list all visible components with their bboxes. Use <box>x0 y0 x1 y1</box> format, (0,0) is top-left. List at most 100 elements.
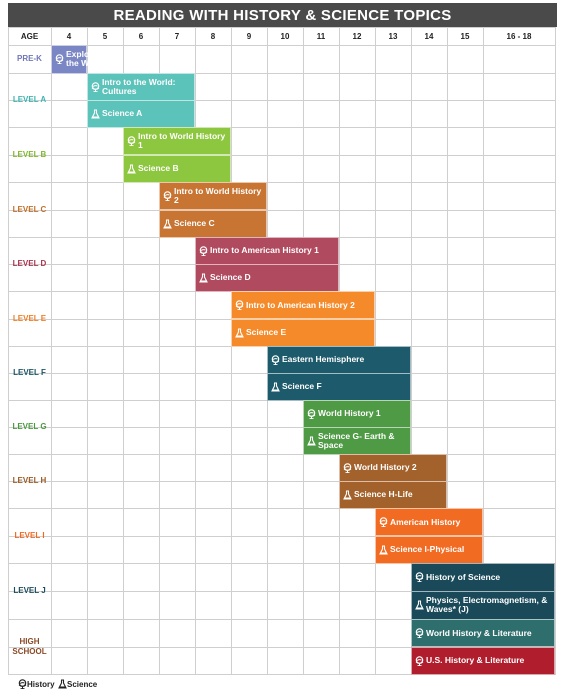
course-label: Eastern Hemisphere <box>282 354 365 365</box>
course-label: Exploring the World <box>66 49 106 69</box>
history-icon <box>55 54 64 65</box>
grid-line <box>483 27 484 674</box>
legend-label: Science <box>67 679 98 689</box>
level-label: HIGH SCHOOL <box>12 636 47 656</box>
course-block: Science G- Earth & Space <box>303 427 411 455</box>
grid-line <box>8 563 556 564</box>
history-icon <box>18 679 27 689</box>
course-block: World History & Literature <box>411 619 555 647</box>
course-block: Intro to American History 2 <box>231 291 375 319</box>
course-label: World History & Literature <box>426 627 532 638</box>
science-icon <box>343 490 352 500</box>
level-label: LEVEL I <box>14 530 45 540</box>
course-block: Intro to the World: Cultures <box>87 73 195 101</box>
course-label: Physics, Electromagnetism, & Waves* (J) <box>426 595 548 615</box>
grid-line <box>8 454 556 455</box>
level-label: PRE-K <box>17 54 42 63</box>
history-icon <box>91 81 100 92</box>
history-icon <box>271 354 280 365</box>
age-header-cell: 16 - 18 <box>506 31 532 41</box>
age-header-cell: 11 <box>316 31 326 41</box>
age-header-cell: 13 <box>388 31 398 41</box>
science-icon <box>163 218 172 229</box>
science-icon <box>307 436 316 446</box>
course-label: American History <box>390 516 461 527</box>
age-header-cell: 14 <box>424 31 434 41</box>
title: READING WITH HISTORY & SCIENCE TOPICS <box>8 3 557 27</box>
level-label: LEVEL G <box>12 422 47 431</box>
science-icon <box>379 544 388 555</box>
history-icon <box>199 245 208 256</box>
level-label: LEVEL E <box>12 313 47 323</box>
grid-line <box>8 536 556 537</box>
course-label: Intro to the World: Cultures <box>102 76 176 96</box>
level-label: LEVEL A <box>12 95 47 104</box>
age-header-cell: 12 <box>352 31 362 41</box>
grid-line <box>51 27 52 674</box>
level-label: LEVEL D <box>12 259 47 268</box>
age-header: AGE <box>20 31 39 41</box>
course-label: Science C <box>174 218 215 228</box>
grid-line <box>8 182 556 183</box>
grid-line <box>411 27 412 674</box>
course-block: Physics, Electromagnetism, & Waves* (J) <box>411 591 555 620</box>
course-block: Science H-Life <box>339 481 447 509</box>
course-label: U.S. History & Literature <box>426 655 525 665</box>
legend-label: History <box>27 679 55 689</box>
course-label: Science H-Life <box>354 489 413 500</box>
science-icon <box>235 327 244 338</box>
course-label: Intro to American History 2 <box>246 299 355 310</box>
course-label: Science E <box>246 327 287 337</box>
grid-line <box>123 27 124 674</box>
grid-line <box>8 73 556 74</box>
course-block: Science E <box>231 318 375 347</box>
age-header-cell: 9 <box>246 31 252 41</box>
level-label: LEVEL F <box>13 368 46 377</box>
level-label: LEVEL C <box>12 204 47 214</box>
legend-item: Science <box>58 678 97 690</box>
course-block: Science B <box>123 154 231 183</box>
course-label: Science G- Earth & Space <box>318 430 395 450</box>
grid-line <box>231 27 232 674</box>
history-icon <box>343 462 352 473</box>
science-icon <box>58 679 67 689</box>
age-header-cell: 5 <box>102 31 108 41</box>
course-block: U.S. History & Literature <box>411 646 555 675</box>
course-block: World History 2 <box>339 454 447 482</box>
grid-line <box>195 27 196 674</box>
history-icon <box>415 655 424 666</box>
course-block: Exploring the World <box>51 45 105 74</box>
course-label: Science B <box>138 163 179 173</box>
course-block: American History <box>375 508 483 536</box>
grid-line <box>8 155 556 156</box>
age-header-cell: 6 <box>138 31 144 41</box>
grid-line <box>8 100 556 101</box>
age-header-cell: 8 <box>210 31 216 41</box>
history-icon <box>163 191 172 201</box>
legend-item: History <box>18 678 55 690</box>
course-block: Science I-Physical <box>375 535 483 564</box>
grid-line <box>8 210 556 211</box>
age-header-cell: 7 <box>174 31 180 41</box>
course-label: Intro to American History 1 <box>210 245 319 256</box>
history-icon <box>379 517 388 527</box>
course-label: Science D <box>210 272 251 283</box>
grid-line <box>8 481 556 482</box>
course-label: World History 2 <box>354 462 417 473</box>
grid-line <box>555 27 556 674</box>
course-block: Intro to American History 1 <box>195 237 339 265</box>
science-icon <box>415 600 424 610</box>
level-label: LEVEL J <box>13 586 46 595</box>
grid-line <box>8 127 556 128</box>
grid-line <box>447 27 448 674</box>
grid-line <box>8 427 556 428</box>
course-block: Science D <box>195 264 339 292</box>
grid-line <box>8 508 556 509</box>
course-block: Science C <box>159 209 267 238</box>
age-header-cell: 15 <box>460 31 470 41</box>
level-label: LEVEL B <box>12 149 47 159</box>
course-block: Intro to World History 2 <box>159 182 267 210</box>
course-block: Science A <box>87 100 195 128</box>
grid-line <box>8 647 556 648</box>
